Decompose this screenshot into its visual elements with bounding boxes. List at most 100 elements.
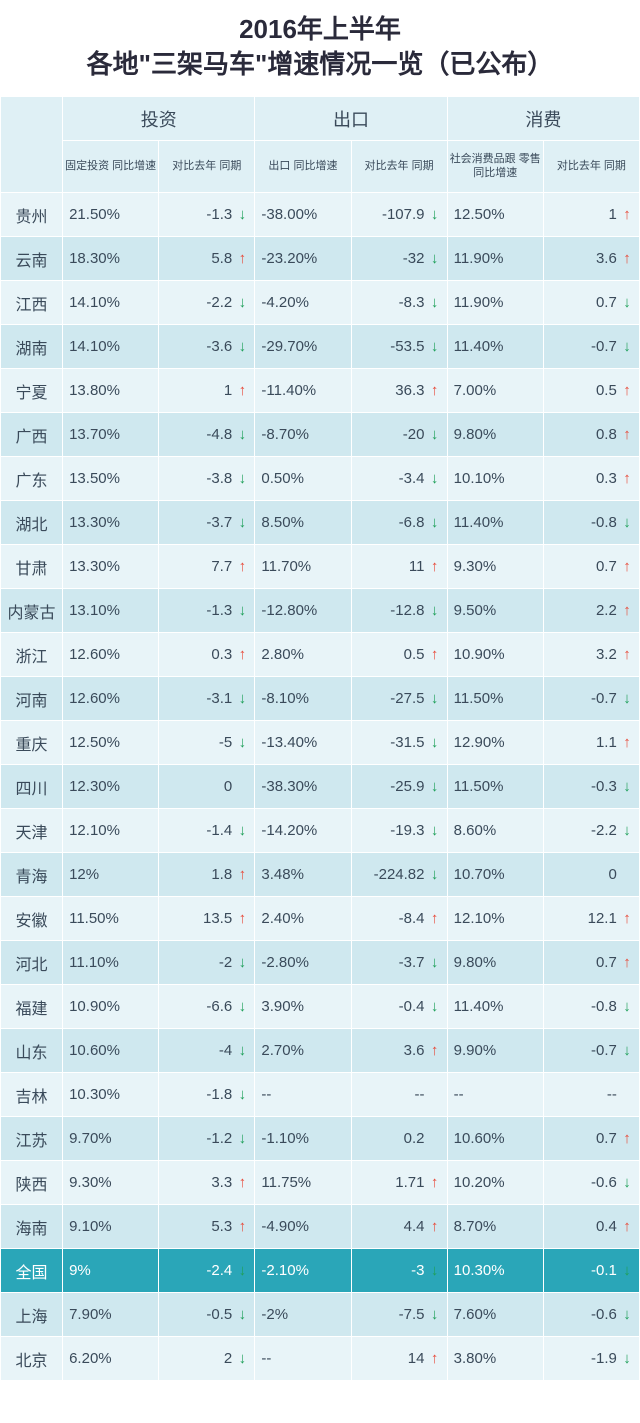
- cell-con-cmp: 0.8 ↑: [543, 413, 639, 457]
- cell-region: 全国: [1, 1249, 63, 1293]
- cell-exp: 3.90%: [255, 985, 351, 1029]
- cell-inv: 14.10%: [63, 281, 159, 325]
- table-row: 河北11.10%-2 ↓-2.80%-3.7 ↓9.80%0.7 ↑: [1, 941, 640, 985]
- cell-exp-cmp: -3 ↓: [351, 1249, 447, 1293]
- arrow-down-icon: ↓: [621, 1174, 633, 1191]
- cell-inv: 11.50%: [63, 897, 159, 941]
- cell-con-cmp: 0.3 ↑: [543, 457, 639, 501]
- cell-exp-cmp: 11 ↑: [351, 545, 447, 589]
- cell-exp: 2.40%: [255, 897, 351, 941]
- cell-con: 11.40%: [447, 985, 543, 1029]
- cell-region: 山东: [1, 1029, 63, 1073]
- cell-exp: -14.20%: [255, 809, 351, 853]
- cell-con: 3.80%: [447, 1337, 543, 1381]
- cell-con: 9.80%: [447, 413, 543, 457]
- cell-inv: 9.70%: [63, 1117, 159, 1161]
- subheader-con-rate: 社会消费品跟 零售同比增速: [447, 141, 543, 193]
- cell-exp: -23.20%: [255, 237, 351, 281]
- cell-exp-cmp: -8.4 ↑: [351, 897, 447, 941]
- arrow-down-icon: ↓: [429, 866, 441, 883]
- arrow-down-icon: ↓: [236, 1130, 248, 1147]
- table-row: 广西13.70%-4.8 ↓-8.70%-20 ↓9.80%0.8 ↑: [1, 413, 640, 457]
- arrow-up-icon: ↑: [429, 558, 441, 575]
- cell-exp: -2.10%: [255, 1249, 351, 1293]
- cell-exp: --: [255, 1337, 351, 1381]
- arrow-down-icon: ↓: [236, 514, 248, 531]
- cell-inv: 13.50%: [63, 457, 159, 501]
- header-group-consumption: 消费: [447, 97, 639, 141]
- cell-exp-cmp: -31.5 ↓: [351, 721, 447, 765]
- subheader-inv-rate: 固定投资 同比增速: [63, 141, 159, 193]
- cell-con: 10.10%: [447, 457, 543, 501]
- cell-exp-cmp: 3.6 ↑: [351, 1029, 447, 1073]
- cell-inv-cmp: -1.8 ↓: [159, 1073, 255, 1117]
- cell-con-cmp: 3.6 ↑: [543, 237, 639, 281]
- cell-region: 吉林: [1, 1073, 63, 1117]
- arrow-down-icon: ↓: [236, 954, 248, 971]
- cell-inv-cmp: -2.2 ↓: [159, 281, 255, 325]
- cell-con: 9.50%: [447, 589, 543, 633]
- arrow-down-icon: ↓: [429, 294, 441, 311]
- header-region-blank: [1, 97, 63, 193]
- table-row: 陕西9.30%3.3 ↑11.75%1.71 ↑10.20%-0.6 ↓: [1, 1161, 640, 1205]
- arrow-down-icon: ↓: [236, 822, 248, 839]
- cell-con: 7.00%: [447, 369, 543, 413]
- cell-con: 10.30%: [447, 1249, 543, 1293]
- cell-exp: 11.70%: [255, 545, 351, 589]
- cell-con: 9.90%: [447, 1029, 543, 1073]
- cell-con: 11.90%: [447, 237, 543, 281]
- cell-exp-cmp: -25.9 ↓: [351, 765, 447, 809]
- data-table: 投资 出口 消费 固定投资 同比增速 对比去年 同期 出口 同比增速 对比去年 …: [0, 96, 640, 1381]
- cell-inv-cmp: -1.2 ↓: [159, 1117, 255, 1161]
- arrow-down-icon: ↓: [236, 1262, 248, 1279]
- arrow-down-icon: ↓: [621, 778, 633, 795]
- cell-inv: 13.30%: [63, 545, 159, 589]
- arrow-down-icon: ↓: [236, 338, 248, 355]
- cell-con: 11.40%: [447, 325, 543, 369]
- arrow-down-icon: ↓: [236, 1042, 248, 1059]
- table-row: 青海12%1.8 ↑3.48%-224.82 ↓10.70%0: [1, 853, 640, 897]
- cell-inv: 14.10%: [63, 325, 159, 369]
- cell-exp-cmp: -53.5 ↓: [351, 325, 447, 369]
- table-row: 江西14.10%-2.2 ↓-4.20%-8.3 ↓11.90%0.7 ↓: [1, 281, 640, 325]
- cell-con-cmp: -0.7 ↓: [543, 677, 639, 721]
- cell-con-cmp: 3.2 ↑: [543, 633, 639, 677]
- cell-exp: 0.50%: [255, 457, 351, 501]
- cell-inv-cmp: -3.8 ↓: [159, 457, 255, 501]
- cell-exp-cmp: -3.7 ↓: [351, 941, 447, 985]
- cell-con-cmp: -2.2 ↓: [543, 809, 639, 853]
- arrow-down-icon: ↓: [621, 514, 633, 531]
- subheader-inv-cmp: 对比去年 同期: [159, 141, 255, 193]
- title-line-1: 2016年上半年: [239, 14, 401, 44]
- cell-exp-cmp: -19.3 ↓: [351, 809, 447, 853]
- cell-region: 广西: [1, 413, 63, 457]
- cell-exp: -29.70%: [255, 325, 351, 369]
- cell-inv-cmp: 1 ↑: [159, 369, 255, 413]
- arrow-down-icon: ↓: [429, 954, 441, 971]
- arrow-down-icon: ↓: [621, 338, 633, 355]
- cell-exp-cmp: -12.8 ↓: [351, 589, 447, 633]
- arrow-down-icon: ↓: [621, 822, 633, 839]
- arrow-up-icon: ↑: [621, 250, 633, 267]
- arrow-down-icon: ↓: [621, 998, 633, 1015]
- cell-con-cmp: 12.1 ↑: [543, 897, 639, 941]
- cell-inv: 18.30%: [63, 237, 159, 281]
- cell-region: 浙江: [1, 633, 63, 677]
- cell-con: 8.60%: [447, 809, 543, 853]
- cell-region: 青海: [1, 853, 63, 897]
- table-row: 内蒙古13.10%-1.3 ↓-12.80%-12.8 ↓9.50%2.2 ↑: [1, 589, 640, 633]
- arrow-up-icon: ↑: [621, 602, 633, 619]
- cell-con-cmp: 2.2 ↑: [543, 589, 639, 633]
- table-row: 四川12.30%0 -38.30%-25.9 ↓11.50%-0.3 ↓: [1, 765, 640, 809]
- arrow-down-icon: ↓: [429, 470, 441, 487]
- arrow-down-icon: ↓: [429, 338, 441, 355]
- cell-exp-cmp: 4.4 ↑: [351, 1205, 447, 1249]
- table-row: 湖北13.30%-3.7 ↓8.50%-6.8 ↓11.40%-0.8 ↓: [1, 501, 640, 545]
- cell-con: 11.40%: [447, 501, 543, 545]
- cell-con: 12.50%: [447, 193, 543, 237]
- cell-con: 10.60%: [447, 1117, 543, 1161]
- arrow-down-icon: ↓: [236, 294, 248, 311]
- arrow-up-icon: ↑: [236, 646, 248, 663]
- cell-inv-cmp: 3.3 ↑: [159, 1161, 255, 1205]
- cell-con: 10.70%: [447, 853, 543, 897]
